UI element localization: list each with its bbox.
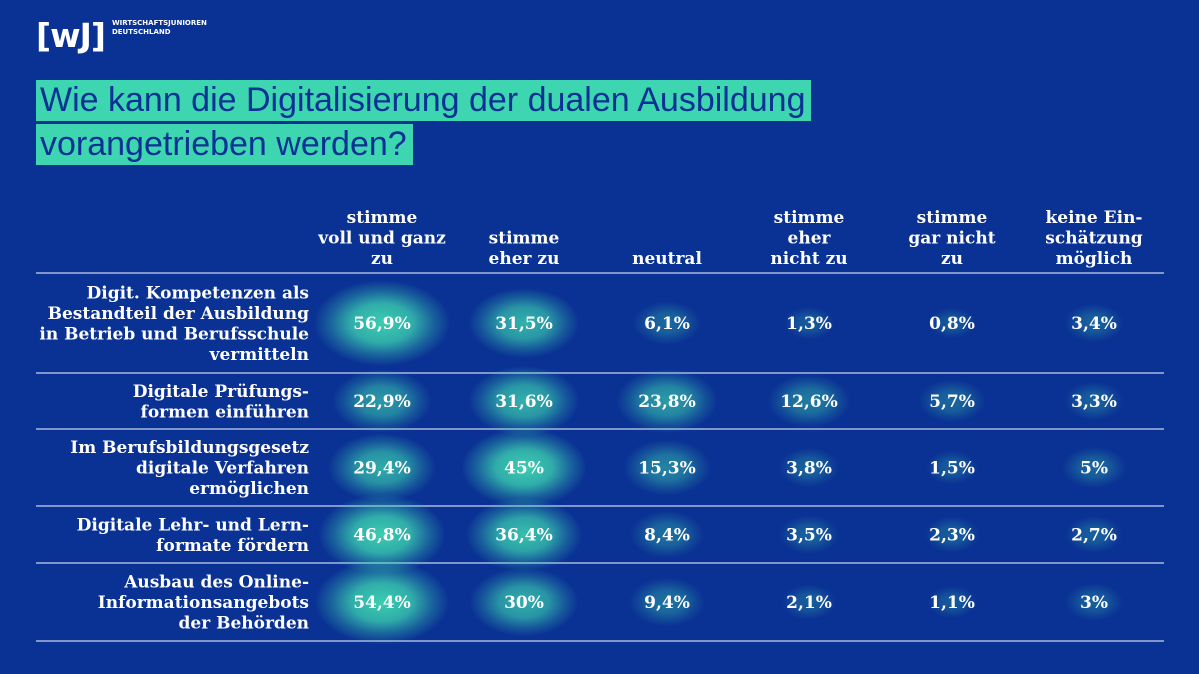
cell-glow-1-0	[331, 369, 433, 433]
cell-glow-2-1	[461, 427, 587, 508]
cell-glow-3-5	[1065, 515, 1123, 554]
cell-glow-4-2	[628, 577, 706, 627]
row-label-2-line-1: digitale Verfahren	[136, 459, 309, 479]
column-header-4-line-1: gar nicht	[908, 229, 995, 249]
cell-value-1-3: 12,6%	[780, 392, 838, 412]
column-header-5-line-1: schätzung	[1045, 229, 1143, 249]
cell-value-0-4: 0,8%	[929, 314, 975, 334]
logo-name-line2: DEUTSCHLAND	[111, 28, 171, 36]
cell-value-1-2: 23,8%	[638, 392, 696, 412]
cell-glow-3-4	[923, 516, 981, 553]
cell-value-2-0: 29,4%	[353, 459, 411, 479]
cell-glow-4-4	[927, 585, 977, 619]
cell-value-4-1: 30%	[504, 593, 544, 613]
cell-value-2-3: 3,8%	[786, 459, 832, 479]
cell-glow-1-1	[468, 365, 580, 437]
cell-glow-0-0	[313, 279, 451, 367]
cell-value-4-4: 1,1%	[929, 593, 975, 613]
column-header-2-line-0: neutral	[632, 249, 702, 269]
cell-glow-0-5	[1063, 303, 1125, 343]
cell-value-0-3: 1,3%	[786, 314, 832, 334]
cell-glow-3-0	[318, 494, 446, 575]
cell-value-1-5: 3,3%	[1071, 392, 1117, 412]
cell-value-1-1: 31,6%	[495, 392, 553, 412]
cell-glow-1-2	[616, 368, 718, 434]
cell-value-2-1: 45%	[504, 459, 544, 479]
cell-glow-0-2	[632, 300, 702, 346]
cell-value-2-5: 5%	[1080, 459, 1108, 479]
column-header-5-line-0: keine Ein-	[1046, 208, 1143, 228]
column-header-1-line-0: stimme	[489, 229, 560, 249]
cell-value-4-3: 2,1%	[786, 593, 832, 613]
cell-glow-2-3	[777, 447, 841, 488]
column-header-4-line-0: stimme	[917, 208, 988, 228]
logo-mark: [wJ]	[36, 16, 106, 55]
column-header-1-line-1: eher zu	[489, 249, 560, 269]
column-header-3-line-2: nicht zu	[770, 249, 847, 269]
cell-glow-1-3	[767, 374, 851, 428]
row-label-3-line-1: formate fördern	[156, 536, 309, 556]
cell-glow-3-2	[629, 510, 705, 559]
cell-value-3-4: 2,3%	[929, 526, 975, 546]
row-label-4-line-2: der Behörden	[179, 614, 309, 634]
cell-value-1-4: 5,7%	[929, 392, 975, 412]
column-header-4-line-2: zu	[941, 249, 963, 269]
column-header-0-line-1: voll und ganz	[317, 229, 446, 249]
column-header-3-line-0: stimme	[774, 208, 845, 228]
cell-glow-1-4	[918, 379, 986, 423]
cell-value-0-5: 3,4%	[1071, 314, 1117, 334]
row-label-0-line-2: in Betrieb und Berufsschule	[39, 324, 309, 344]
logo-text: WIRTSCHAFTSJUNIOREN DEUTSCHLAND	[112, 19, 207, 37]
cell-glow-3-3	[778, 514, 840, 555]
cell-glow-4-5	[1064, 582, 1124, 622]
cell-glow-2-2	[622, 439, 712, 496]
cell-value-3-2: 8,4%	[644, 526, 690, 546]
cell-value-2-4: 1,5%	[929, 459, 975, 479]
cell-value-4-5: 3%	[1080, 593, 1108, 613]
row-label-3-line-0: Digitale Lehr- und Lern-	[77, 515, 309, 535]
cell-glow-2-4	[925, 450, 979, 485]
cell-value-0-2: 6,1%	[644, 314, 690, 334]
logo-name-line1: WIRTSCHAFTSJUNIOREN	[111, 19, 207, 27]
cell-glow-3-1	[465, 497, 583, 572]
row-label-1-line-0: Digitale Prüfungs-	[133, 382, 309, 402]
row-label-0-line-0: Digit. Kompetenzen als	[87, 283, 310, 303]
column-header-5-line-2: möglich	[1056, 249, 1133, 269]
cell-value-2-2: 15,3%	[638, 459, 696, 479]
cell-glow-2-5	[1061, 446, 1127, 489]
column-header-3-line-1: eher	[788, 229, 832, 249]
row-label-4-line-1: Informationsangebots	[98, 593, 309, 613]
row-label-2-line-2: ermöglichen	[189, 479, 309, 499]
row-label-1-line-1: formen einführen	[141, 402, 310, 422]
cell-glow-2-0	[327, 433, 437, 502]
column-header-0-line-2: zu	[371, 249, 393, 269]
page-title: Wie kann die Digitalisierung der dualen …	[36, 80, 812, 168]
title-line-1: Wie kann die Digitalisierung der dualen …	[36, 80, 812, 121]
row-label-0-line-1: Bestandteil der Ausbildung	[48, 304, 309, 324]
cell-value-1-0: 22,9%	[353, 392, 411, 412]
cell-value-3-5: 2,7%	[1071, 526, 1117, 546]
row-label-0-line-3: vermitteln	[209, 345, 309, 365]
cell-glow-0-4	[928, 307, 976, 339]
cell-value-4-2: 9,4%	[644, 593, 690, 613]
cell-glow-1-5	[1063, 381, 1125, 421]
column-header-0-line-0: stimme	[347, 208, 418, 228]
brand-logo: [wJ] WIRTSCHAFTSJUNIOREN DEUTSCHLAND	[36, 16, 207, 56]
cell-value-3-0: 46,8%	[353, 526, 411, 546]
row-label-4-line-0: Ausbau des Online-	[123, 573, 309, 593]
title-line-2: vorangetrieben werden?	[36, 124, 413, 165]
cell-value-3-3: 3,5%	[786, 526, 832, 546]
cell-value-0-0: 56,9%	[353, 314, 411, 334]
cell-glow-0-3	[783, 306, 835, 340]
cell-glow-4-1	[469, 567, 579, 637]
cell-glow-4-3	[781, 584, 837, 620]
cell-glow-0-1	[468, 287, 580, 359]
cell-glow-4-0	[314, 559, 450, 645]
row-label-2-line-0: Im Berufsbildungsgesetz	[70, 438, 309, 458]
cell-value-0-1: 31,5%	[495, 314, 553, 334]
cell-value-3-1: 36,4%	[495, 526, 553, 546]
cell-value-4-0: 54,4%	[353, 593, 411, 613]
